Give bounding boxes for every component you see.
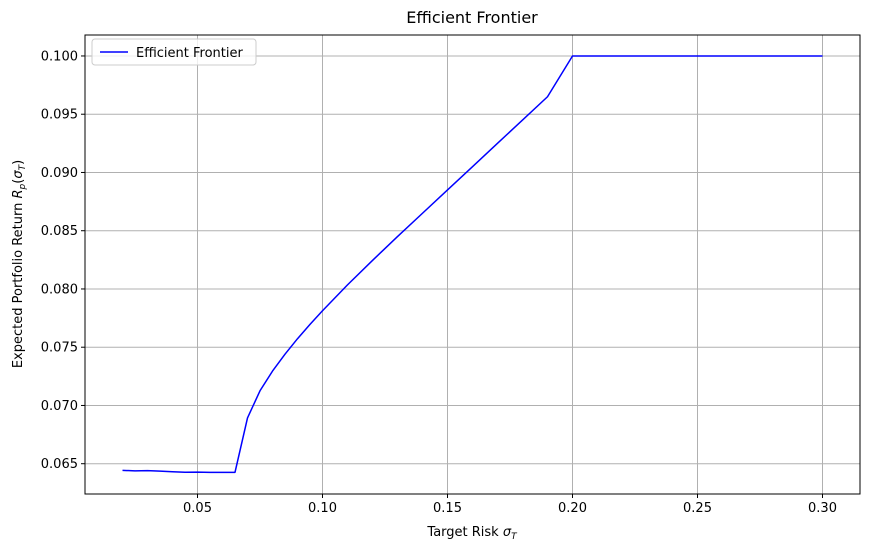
x-axis-label-subscript: T — [511, 532, 518, 542]
y-tick-label: 0.065 — [41, 457, 78, 472]
y-axis-label-open-paren: ( — [11, 179, 26, 184]
tick-layer: 0.05 0.10 0.15 0.20 0.25 0.30 0.065 0.070 0.075 0… — [41, 49, 837, 516]
y-axis-label: Expected Portfolio Return Rp(σT) — [11, 160, 28, 368]
legend: Efficient Frontier — [91, 38, 257, 66]
x-tick-label: 0.20 — [558, 501, 587, 516]
series-layer — [122, 55, 823, 474]
x-tick-label: 0.15 — [433, 501, 462, 516]
x-tick-label: 0.10 — [308, 501, 337, 516]
x-axis-label-symbol: σ — [503, 525, 512, 540]
y-tick-label: 0.075 — [41, 341, 78, 356]
y-tick-label: 0.080 — [41, 282, 78, 297]
chart-title: Efficient Frontier — [406, 8, 538, 27]
x-tick-label: 0.25 — [683, 501, 712, 516]
grid-layer — [85, 35, 860, 494]
y-tick-label: 0.100 — [41, 49, 78, 64]
y-axis-label-text: Expected Portfolio Return — [11, 199, 26, 369]
x-tick-label: 0.30 — [808, 501, 837, 516]
legend-label: Efficient Frontier — [136, 46, 243, 61]
x-axis-label: Target Risk σT — [426, 525, 518, 542]
plot-frame — [84, 34, 861, 495]
y-tick-label: 0.070 — [41, 399, 78, 414]
y-tick-label: 0.095 — [41, 108, 78, 123]
series-line-efficient-frontier — [122, 55, 823, 474]
y-axis-label-close-paren: ) — [11, 160, 26, 165]
x-axis-label-text: Target Risk — [426, 525, 502, 540]
y-axis-label-symbol-2: σ — [11, 170, 26, 179]
y-axis-label-subscript: p — [18, 183, 28, 190]
legend-box — [91, 38, 257, 66]
y-axis-label-symbol: R — [11, 189, 26, 198]
y-tick-label: 0.085 — [41, 224, 78, 239]
x-tick-label: 0.05 — [183, 501, 212, 516]
y-tick-label: 0.090 — [41, 166, 78, 181]
y-axis-label-subscript-2: T — [18, 163, 28, 170]
